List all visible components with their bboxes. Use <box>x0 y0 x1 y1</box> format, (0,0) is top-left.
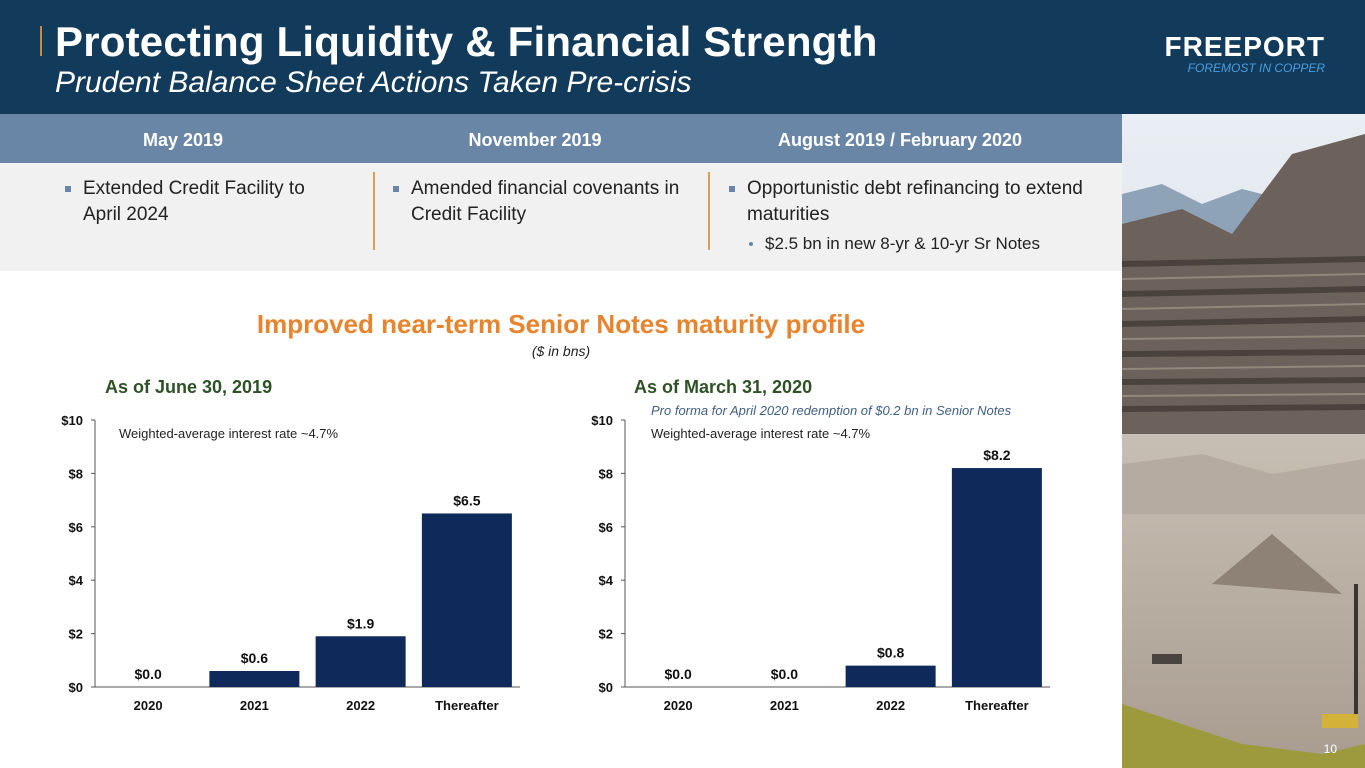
page-subtitle: Prudent Balance Sheet Actions Taken Pre-… <box>55 66 692 99</box>
data-label: $0.0 <box>771 666 798 682</box>
x-tick-label: Thereafter <box>435 698 499 713</box>
data-label: $8.2 <box>983 447 1010 463</box>
section-units: ($ in bns) <box>531 343 591 359</box>
data-label: $0.0 <box>665 666 692 682</box>
y-tick-label: $8 <box>599 466 613 481</box>
bar-2022 <box>315 636 406 687</box>
chart-note-pro-forma: Pro forma for April 2020 redemption of $… <box>651 403 1012 418</box>
column-divider <box>373 172 375 250</box>
mine-photo-illustration <box>1122 114 1365 768</box>
column-divider <box>708 172 710 250</box>
section-title: Improved near-term Senior Notes maturity… <box>256 309 866 339</box>
y-tick-label: $2 <box>69 627 83 642</box>
bullet-square-icon <box>65 186 71 192</box>
y-tick-label: $0 <box>69 680 83 695</box>
bullet-square-icon <box>729 186 735 192</box>
bar-thereafter <box>421 513 512 687</box>
y-tick-label: $8 <box>69 466 83 481</box>
timeline-bullet: Extended Credit Facility to April 2024 <box>65 176 338 228</box>
y-tick-label: $10 <box>61 413 83 428</box>
y-tick-label: $10 <box>591 413 613 428</box>
data-label: $0.0 <box>135 666 162 682</box>
x-tick-label: 2020 <box>134 698 163 713</box>
y-tick-label: $4 <box>69 573 84 588</box>
timeline-bullet-text: Opportunistic debt refinancing to extend… <box>747 178 1083 225</box>
logo-tagline: FOREMOST IN COPPER <box>1187 61 1325 75</box>
data-label: $0.8 <box>877 645 904 661</box>
chart-note-interest-rate: Weighted-average interest rate ~4.7% <box>119 426 339 441</box>
y-tick-label: $0 <box>599 680 613 695</box>
bar-2022 <box>845 665 936 687</box>
y-tick-label: $6 <box>599 520 613 535</box>
x-tick-label: 2022 <box>876 698 905 713</box>
data-label: $1.9 <box>347 615 374 631</box>
page-title: Protecting Liquidity & Financial Strengt… <box>55 18 878 65</box>
title-accent-line <box>40 26 42 56</box>
x-tick-label: 2021 <box>770 698 799 713</box>
x-tick-label: 2020 <box>664 698 693 713</box>
timeline-sub-bullet: $2.5 bn in new 8-yr & 10-yr Sr Notes <box>749 234 1040 254</box>
chart-title-june-2019: As of June 30, 2019 <box>105 377 273 397</box>
data-label: $6.5 <box>453 492 480 508</box>
timeline-heading-november-2019: November 2019 <box>468 130 602 150</box>
bar-chart-march-2020: $0 $2 $4 $6 $8 $10 $0.0 2020 $0.0 2021 $0.8 2022 $8.… <box>591 413 1050 713</box>
bullet-square-icon <box>393 186 399 192</box>
bullet-dot-icon <box>749 242 753 246</box>
timeline-bullet: Amended financial covenants in Credit Fa… <box>393 176 696 228</box>
bar-2021 <box>209 670 300 687</box>
y-tick-label: $6 <box>69 520 83 535</box>
page-number: 10 <box>1323 742 1337 756</box>
timeline-details-panel <box>0 163 1122 271</box>
timeline-heading-aug-feb: August 2019 / February 2020 <box>777 130 1023 150</box>
freeport-logo: FREEPORT FOREMOST IN COPPER <box>1164 31 1325 76</box>
timeline-bullet: Opportunistic debt refinancing to extend… <box>729 176 1087 228</box>
timeline-bullet-text: Extended Credit Facility to April 2024 <box>83 178 305 225</box>
logo-name: FREEPORT <box>1164 31 1325 62</box>
y-tick-label: $2 <box>599 627 613 642</box>
x-tick-label: Thereafter <box>965 698 1029 713</box>
y-tick-label: $4 <box>599 573 614 588</box>
chart-note-interest-rate: Weighted-average interest rate ~4.7% <box>651 426 871 441</box>
timeline-header-band <box>0 114 1122 163</box>
timeline-bullet-text: Amended financial covenants in Credit Fa… <box>411 178 680 225</box>
data-label: $0.6 <box>241 650 268 666</box>
header-bar: Protecting Liquidity & Financial Strengt… <box>0 0 1365 114</box>
x-tick-label: 2021 <box>240 698 269 713</box>
bar-thereafter <box>951 468 1042 687</box>
timeline-heading-may-2019: May 2019 <box>142 130 224 150</box>
x-tick-label: 2022 <box>346 698 375 713</box>
bar-chart-june-2019: $0 $2 $4 $6 $8 $10 $0.0 2020 $0.6 2021 $1.9 2022 $6.… <box>61 413 520 713</box>
chart-title-march-2020: As of March 31, 2020 <box>634 377 813 397</box>
timeline-sub-bullet-text: $2.5 bn in new 8-yr & 10-yr Sr Notes <box>765 234 1040 253</box>
open-pit-mine-photo: 10 <box>1122 114 1365 768</box>
